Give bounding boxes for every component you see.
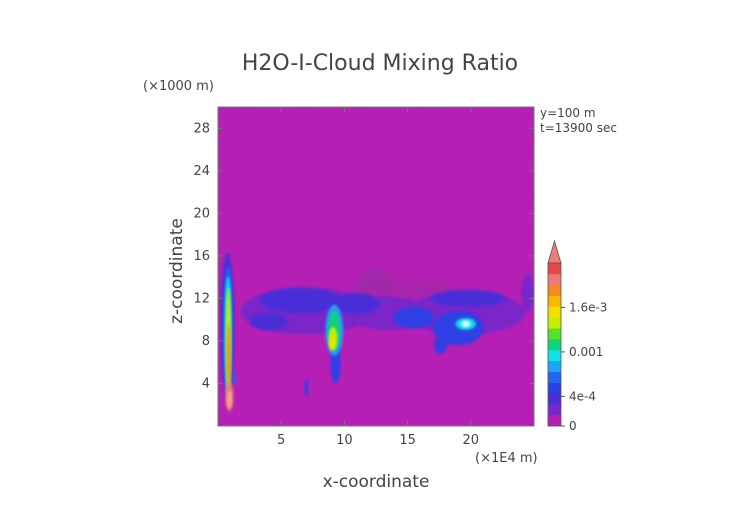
colorbar-segment bbox=[548, 339, 561, 351]
colorbar-segment bbox=[548, 284, 561, 296]
colorbar-overflow-arrow bbox=[547, 239, 562, 264]
cloud-strand bbox=[434, 336, 447, 354]
core-x20-inner bbox=[461, 320, 471, 328]
y-tick-label: 24 bbox=[193, 164, 210, 179]
plot-grid bbox=[218, 107, 534, 426]
y-tick-label: 16 bbox=[193, 249, 210, 264]
x-axis: 5 10 15 20 bbox=[277, 107, 479, 448]
cloud-features bbox=[220, 252, 534, 412]
y-unit-label: (×1000 m) bbox=[143, 79, 214, 94]
cloud-layer-outer bbox=[521, 273, 534, 313]
y-tick-label: 20 bbox=[193, 206, 210, 221]
y-tick-label: 4 bbox=[202, 376, 210, 391]
colorbar-segment bbox=[548, 371, 561, 383]
cloud-layer-core bbox=[430, 289, 507, 307]
colorbar-segment bbox=[548, 382, 561, 394]
colorbar-segment bbox=[548, 263, 561, 275]
x-axis-label: x-coordinate bbox=[323, 472, 430, 492]
annotation-t: t=13900 sec bbox=[540, 121, 617, 135]
y-tick-label: 8 bbox=[202, 334, 210, 349]
y-axis: 4 8 12 16 20 24 28 bbox=[193, 121, 534, 391]
x-unit-label: (×1E4 m) bbox=[475, 451, 538, 466]
x-tick-label: 20 bbox=[463, 433, 480, 448]
colorbar-tick-label: 0 bbox=[569, 419, 577, 433]
left-column-base-core bbox=[227, 390, 232, 408]
y-tick-label: 28 bbox=[193, 121, 210, 136]
x-tick-label: 10 bbox=[336, 433, 353, 448]
colorbar-segment bbox=[548, 306, 561, 318]
left-column-side bbox=[232, 371, 236, 385]
colorbar-segment bbox=[548, 393, 561, 405]
colorbar-segment bbox=[548, 317, 561, 329]
colorbar-segment bbox=[548, 415, 561, 427]
colorbar-segment bbox=[548, 295, 561, 307]
chart-title: H2O-I-Cloud Mixing Ratio bbox=[242, 51, 518, 76]
plot-frame bbox=[217, 106, 535, 427]
x-tick-label: 15 bbox=[399, 433, 416, 448]
y-tick-label: 12 bbox=[193, 291, 210, 306]
x-tick-label: 5 bbox=[277, 433, 285, 448]
cloud-layer-core bbox=[259, 287, 341, 314]
colorbar: 0 4e-4 0.001 1.6e-3 bbox=[547, 239, 607, 433]
cloud-layer-core bbox=[334, 293, 380, 315]
cloud-layer-core bbox=[249, 313, 288, 331]
colorbar-tick-label: 1.6e-3 bbox=[569, 300, 607, 314]
y-axis-label: z-coordinate bbox=[167, 218, 187, 324]
left-column-4 bbox=[226, 322, 231, 391]
annotation-y: y=100 m bbox=[540, 106, 596, 120]
colorbar-segment bbox=[548, 273, 561, 286]
colorbar-segment bbox=[548, 360, 561, 372]
colorbar-tick-label: 4e-4 bbox=[569, 389, 596, 403]
cloud-layer-core bbox=[393, 306, 435, 329]
core-x9-peak bbox=[329, 336, 335, 350]
colorbar-segment bbox=[548, 349, 561, 362]
colorbar-segment bbox=[548, 404, 561, 416]
colorbar-segment bbox=[548, 328, 561, 340]
colorbar-frame bbox=[547, 262, 562, 427]
colorbar-tick-label: 0.001 bbox=[569, 345, 603, 359]
cloud-strand bbox=[304, 379, 309, 397]
